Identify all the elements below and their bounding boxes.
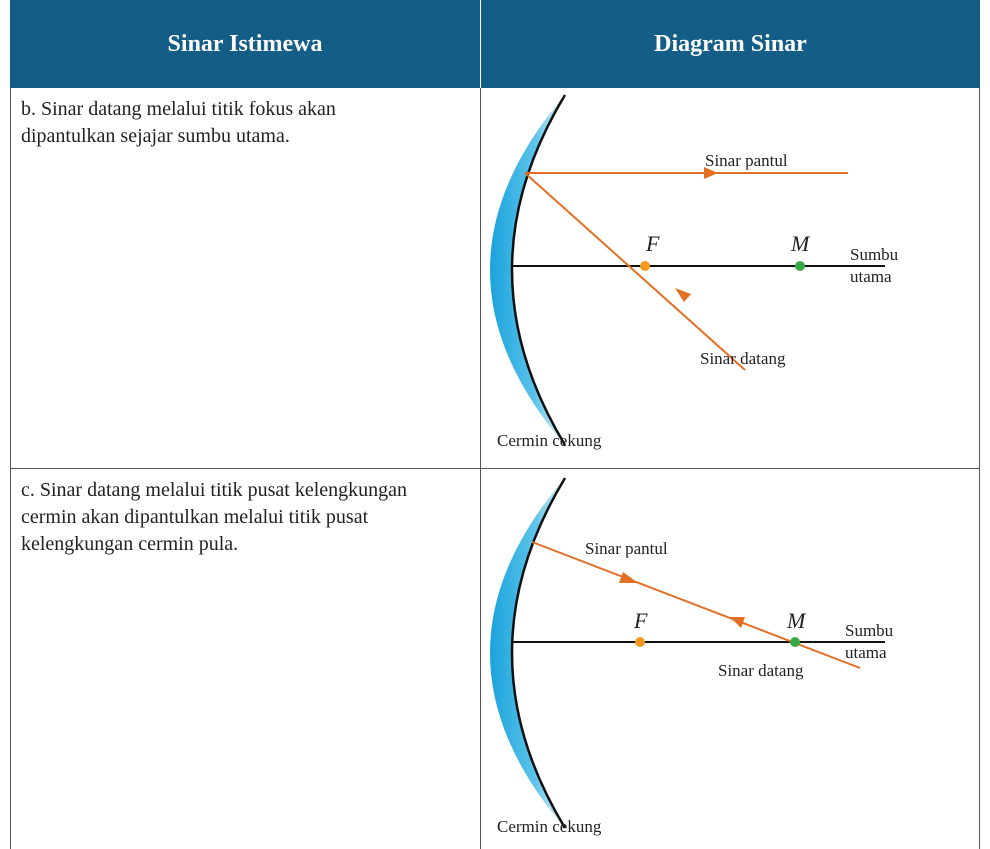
label: F [645, 231, 660, 256]
ray [531, 541, 861, 669]
label: F [633, 608, 648, 633]
label: Sinar datang [718, 661, 804, 680]
label: M [786, 608, 807, 633]
axis-label: Sumbu utama [850, 245, 899, 286]
mirror-surface [510, 477, 567, 829]
row-text: b. Sinar datang melalui titik fokus akan… [21, 98, 336, 147]
center-point [790, 637, 800, 647]
focus-point [640, 261, 650, 271]
label: M [790, 231, 811, 256]
mirror [490, 95, 565, 445]
incident-ray [524, 172, 746, 371]
border [10, 468, 980, 469]
focus-point [635, 637, 645, 647]
diagram-b: Sinar pantul Sinar datang F M Cermin cek… [490, 94, 885, 450]
label: Sinar pantul [585, 539, 668, 558]
row-text: c. Sinar datang melalui titik pusat kele… [21, 479, 408, 555]
header-cell: Diagram Sinar [481, 0, 980, 88]
arrow [730, 617, 745, 628]
center-point [795, 261, 805, 271]
mirror-surface [510, 94, 567, 446]
label: Sinar datang [700, 349, 786, 368]
arrow [675, 288, 691, 302]
arrow [619, 572, 638, 583]
label: Sinar pantul [705, 151, 788, 170]
diagram-c: Sinar pantul Sinar datang F M Cermin cek… [490, 477, 885, 836]
arrow [704, 167, 718, 179]
mirror [490, 478, 565, 828]
axis-label: Sumbu utama [845, 621, 894, 662]
label: Cermin cekung [497, 817, 602, 836]
label: Cermin cekung [497, 431, 602, 450]
header-cell: Sinar Istimewa [10, 0, 480, 88]
